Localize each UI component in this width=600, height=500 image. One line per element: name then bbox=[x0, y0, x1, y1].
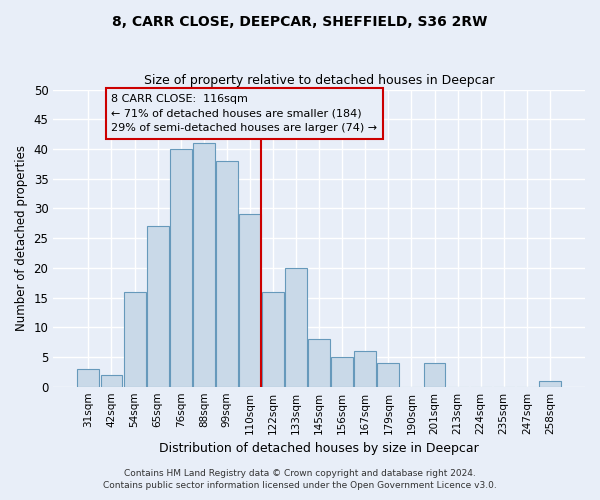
Bar bbox=[377, 363, 400, 386]
Bar bbox=[331, 357, 353, 386]
Bar bbox=[424, 363, 445, 386]
Bar bbox=[77, 369, 100, 386]
Bar bbox=[216, 161, 238, 386]
Bar bbox=[239, 214, 261, 386]
Bar bbox=[146, 226, 169, 386]
Text: 8 CARR CLOSE:  116sqm
← 71% of detached houses are smaller (184)
29% of semi-det: 8 CARR CLOSE: 116sqm ← 71% of detached h… bbox=[112, 94, 377, 133]
Bar bbox=[124, 292, 146, 386]
Bar bbox=[262, 292, 284, 386]
Bar bbox=[355, 351, 376, 386]
Bar bbox=[193, 143, 215, 386]
Text: 8, CARR CLOSE, DEEPCAR, SHEFFIELD, S36 2RW: 8, CARR CLOSE, DEEPCAR, SHEFFIELD, S36 2… bbox=[112, 15, 488, 29]
Title: Size of property relative to detached houses in Deepcar: Size of property relative to detached ho… bbox=[144, 74, 494, 87]
X-axis label: Distribution of detached houses by size in Deepcar: Distribution of detached houses by size … bbox=[159, 442, 479, 455]
Bar bbox=[539, 380, 561, 386]
Text: Contains HM Land Registry data © Crown copyright and database right 2024.
Contai: Contains HM Land Registry data © Crown c… bbox=[103, 468, 497, 490]
Y-axis label: Number of detached properties: Number of detached properties bbox=[15, 145, 28, 331]
Bar bbox=[308, 339, 330, 386]
Bar bbox=[285, 268, 307, 386]
Bar bbox=[170, 149, 191, 386]
Bar bbox=[101, 375, 122, 386]
